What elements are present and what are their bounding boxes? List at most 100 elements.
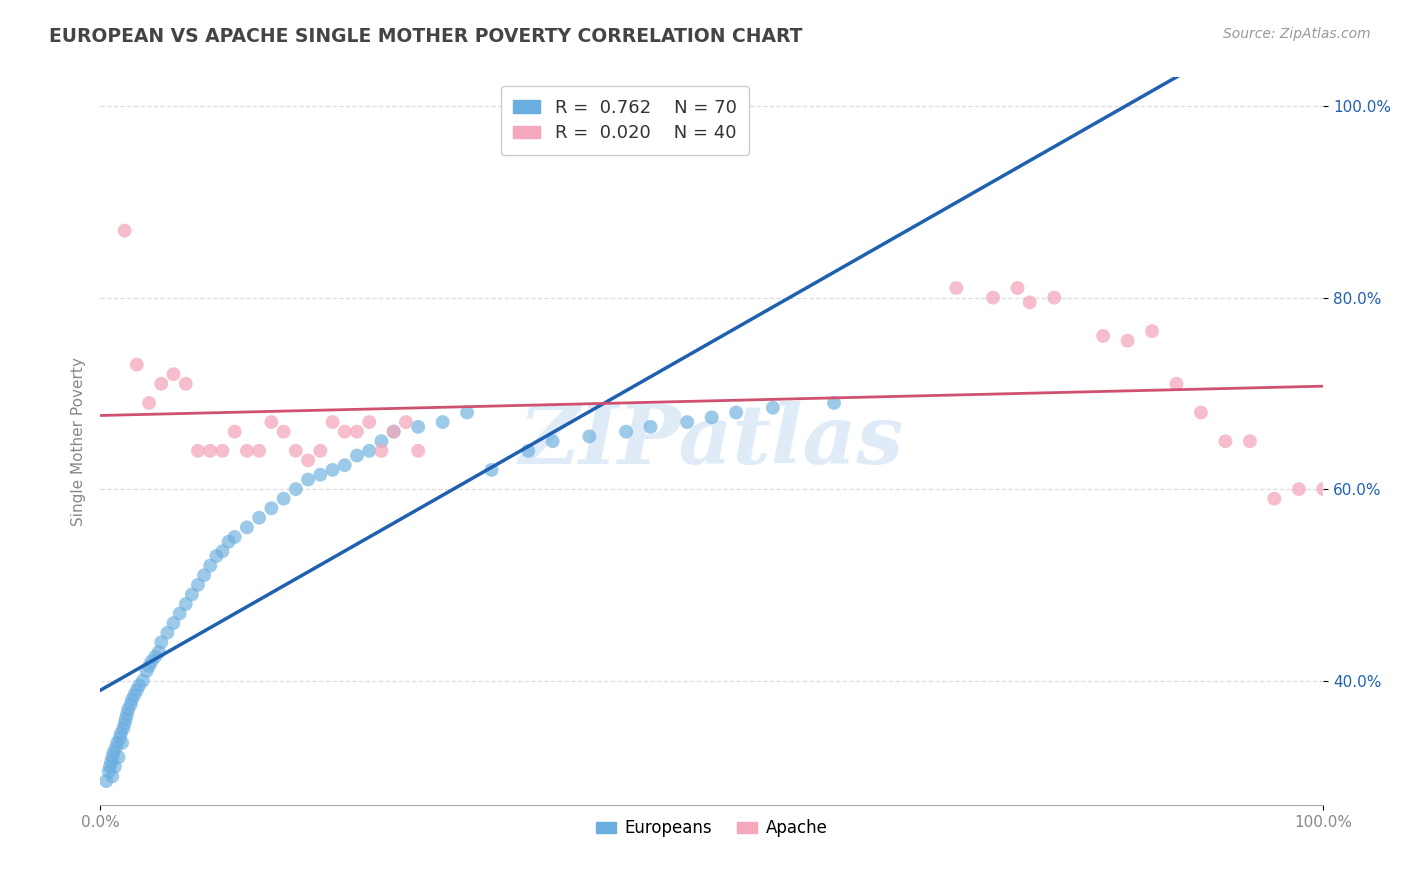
Point [406, 420, 429, 434]
Point [1189, 405, 1212, 419]
Point [236, 443, 259, 458]
Point [132, 673, 155, 688]
Point [187, 443, 209, 458]
Point [481, 463, 503, 477]
Point [108, 731, 131, 745]
Point [125, 358, 148, 372]
Point [309, 467, 332, 482]
Point [218, 534, 240, 549]
Point [200, 443, 222, 458]
Point [541, 434, 564, 449]
Point [359, 443, 381, 458]
Point [1043, 291, 1066, 305]
Point [114, 716, 136, 731]
Point [614, 425, 637, 439]
Point [1288, 482, 1310, 496]
Point [107, 750, 129, 764]
Point [103, 745, 125, 759]
Point [120, 698, 142, 712]
Point [110, 726, 132, 740]
Point [96, 774, 118, 789]
Point [322, 463, 344, 477]
Point [121, 692, 143, 706]
Point [156, 625, 179, 640]
Point [1007, 281, 1029, 295]
Point [273, 491, 295, 506]
Point [114, 712, 136, 726]
Point [456, 405, 478, 419]
Point [945, 281, 967, 295]
Point [148, 645, 170, 659]
Point [1166, 376, 1188, 391]
Point [141, 654, 163, 668]
Point [112, 722, 135, 736]
Point [981, 291, 1004, 305]
Point [105, 736, 128, 750]
Point [224, 530, 246, 544]
Text: EUROPEAN VS APACHE SINGLE MOTHER POVERTY CORRELATION CHART: EUROPEAN VS APACHE SINGLE MOTHER POVERTY… [49, 27, 803, 45]
Point [370, 434, 392, 449]
Point [1263, 491, 1285, 506]
Text: Source: ZipAtlas.com: Source: ZipAtlas.com [1223, 27, 1371, 41]
Point [114, 224, 136, 238]
Point [322, 415, 344, 429]
Point [823, 396, 845, 410]
Point [284, 443, 307, 458]
Point [162, 616, 184, 631]
Point [193, 568, 215, 582]
Point [1092, 329, 1115, 343]
Point [174, 597, 197, 611]
Point [101, 769, 124, 783]
Point [1018, 295, 1040, 310]
Point [150, 376, 173, 391]
Point [180, 587, 202, 601]
Point [174, 376, 197, 391]
Point [382, 425, 405, 439]
Point [169, 607, 191, 621]
Point [297, 453, 319, 467]
Point [205, 549, 228, 563]
Point [236, 520, 259, 534]
Point [135, 664, 157, 678]
Point [1239, 434, 1261, 449]
Point [676, 415, 699, 429]
Point [1140, 324, 1163, 338]
Text: ZIPatlas: ZIPatlas [519, 401, 904, 481]
Point [115, 707, 138, 722]
Point [224, 425, 246, 439]
Point [138, 396, 160, 410]
Point [517, 443, 540, 458]
Y-axis label: Single Mother Poverty: Single Mother Poverty [72, 357, 86, 525]
Point [211, 544, 233, 558]
Point [104, 760, 127, 774]
Point [187, 578, 209, 592]
Point [247, 443, 270, 458]
Point [111, 736, 134, 750]
Point [370, 443, 392, 458]
Point [101, 750, 124, 764]
Point [284, 482, 307, 496]
Point [200, 558, 222, 573]
Point [100, 755, 122, 769]
Point [333, 458, 356, 472]
Point [162, 368, 184, 382]
Point [128, 678, 150, 692]
Point [359, 415, 381, 429]
Point [333, 425, 356, 439]
Point [432, 415, 454, 429]
Point [1116, 334, 1139, 348]
Point [725, 405, 748, 419]
Point [105, 740, 128, 755]
Point [211, 443, 233, 458]
Point [125, 683, 148, 698]
Point [124, 688, 146, 702]
Point [382, 425, 405, 439]
Point [260, 415, 283, 429]
Point [260, 501, 283, 516]
Point [700, 410, 723, 425]
Point [406, 443, 429, 458]
Point [138, 659, 160, 673]
Point [117, 702, 139, 716]
Point [346, 449, 368, 463]
Point [640, 420, 662, 434]
